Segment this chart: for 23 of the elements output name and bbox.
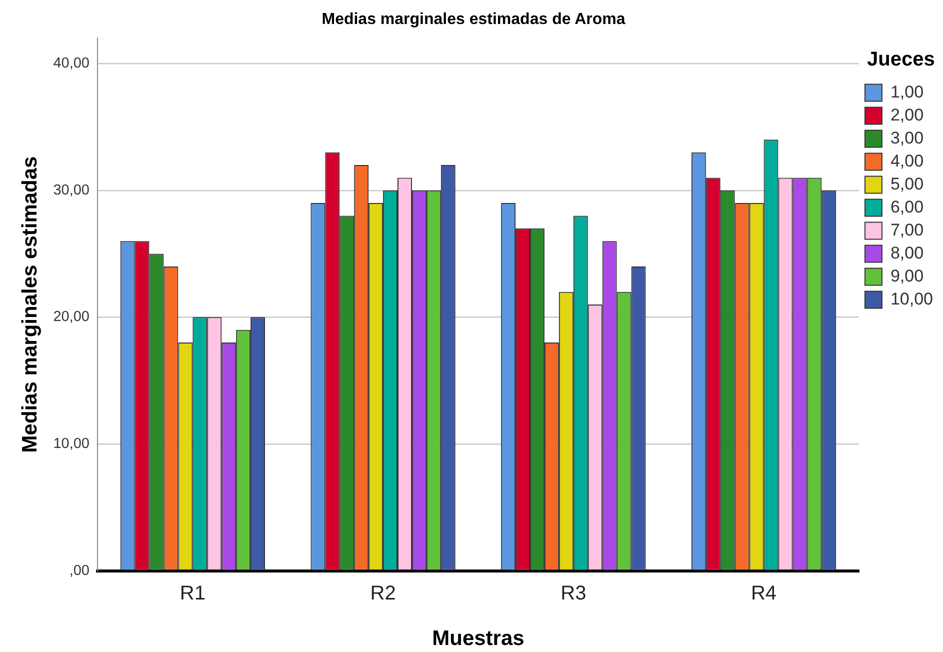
legend-label: 7,00 [890, 220, 924, 240]
x-tick-label: R3 [560, 582, 586, 604]
legend-label: 2,00 [890, 105, 924, 124]
y-axis-title: Medias marginales estimadas [18, 156, 42, 453]
y-tick-label: 20,00 [53, 309, 90, 326]
y-tick-label: 10,00 [53, 436, 90, 452]
y-tick-label: 30,00 [53, 182, 90, 198]
legend-label: 3,00 [890, 128, 924, 148]
x-tick-label: R4 [750, 582, 777, 604]
x-tick-label: R1 [180, 582, 206, 604]
legend-label: 10,00 [890, 289, 934, 308]
legend-label: 5,00 [890, 174, 924, 194]
chart-title: Medias marginales estimadas de Aroma [322, 11, 626, 28]
legend-label: 6,00 [890, 197, 924, 216]
x-tick-label: R2 [370, 582, 396, 604]
legend-label: 1,00 [890, 82, 924, 102]
legend-title: Jueces [867, 48, 935, 71]
x-axis-title: Muestras [432, 627, 524, 650]
legend-label: 4,00 [890, 151, 924, 170]
y-tick-label: 40,00 [53, 56, 90, 72]
legend-label: 8,00 [890, 243, 924, 262]
legend-label: 9,00 [890, 266, 924, 286]
y-tick-label: ,00 [69, 562, 90, 579]
